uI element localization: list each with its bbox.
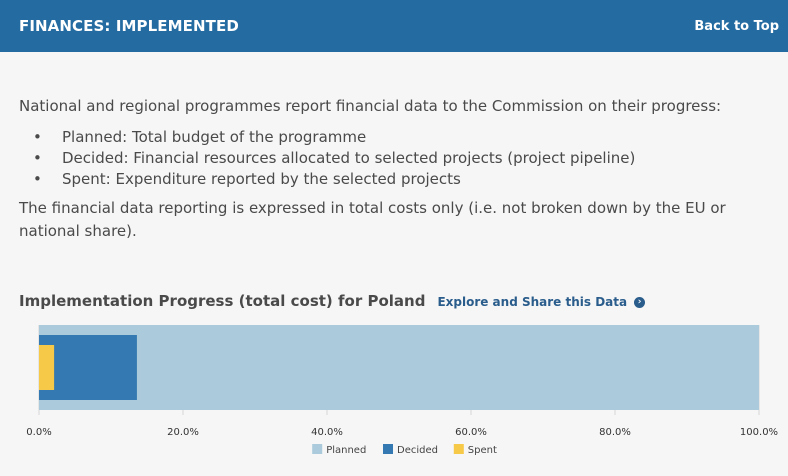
legend-label-spent: Spent — [468, 445, 497, 456]
bar-decided — [39, 335, 137, 400]
content-area: National and regional programmes report … — [0, 96, 788, 243]
legend-swatch-decided — [383, 444, 393, 454]
legend-label-planned: Planned — [326, 445, 366, 456]
note-paragraph: The financial data reporting is expresse… — [19, 199, 726, 240]
legend-swatch-spent — [453, 444, 464, 454]
list-item: Spent: Expenditure reported by the selec… — [19, 169, 769, 190]
x-tick-label: 60.0% — [455, 427, 487, 438]
explore-share-link[interactable]: Explore and Share this Data › — [437, 295, 646, 309]
x-tick-label: 80.0% — [599, 427, 631, 438]
definition-list: Planned: Total budget of the programme D… — [19, 127, 769, 190]
x-tick-label: 20.0% — [167, 427, 199, 438]
section-title: FINANCES: IMPLEMENTED — [19, 17, 239, 35]
chart-heading: Implementation Progress (total cost) for… — [19, 292, 646, 310]
x-tick-label: 40.0% — [311, 427, 343, 438]
list-item: Planned: Total budget of the programme — [19, 127, 769, 148]
x-tick-label: 0.0% — [26, 427, 51, 438]
x-tick-label: 100.0% — [740, 427, 778, 438]
bar-planned — [39, 325, 759, 410]
explore-link-label: Explore and Share this Data — [437, 295, 628, 309]
back-to-top-link[interactable]: Back to Top — [694, 18, 779, 34]
section-header: FINANCES: IMPLEMENTED Back to Top — [0, 0, 788, 52]
chart-title: Implementation Progress (total cost) for… — [19, 292, 426, 310]
chevron-right-icon: › — [634, 296, 646, 308]
intro-paragraph: National and regional programmes report … — [19, 97, 722, 115]
legend-swatch-planned — [312, 444, 323, 454]
list-item: Decided: Financial resources allocated t… — [19, 148, 769, 169]
implementation-progress-chart: 0.0% 20.0% 40.0% 60.0% 80.0% 100.0% Planned Dec… — [26, 325, 778, 456]
legend-label-decided: Decided — [397, 445, 438, 456]
bar-spent — [39, 345, 55, 390]
